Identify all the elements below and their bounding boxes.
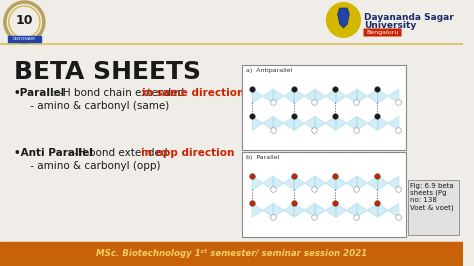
Bar (408, 180, 459, 235)
Text: - amino & carbonyl (opp): - amino & carbonyl (opp) (14, 161, 160, 171)
Bar (0, 242, 463, 266)
Text: - amino & carbonyl (same): - amino & carbonyl (same) (14, 101, 169, 111)
Text: a)  Antiparallel: a) Antiparallel (246, 68, 292, 73)
Text: : -H bond chain extended: : -H bond chain extended (49, 88, 187, 98)
Text: University: University (364, 21, 416, 30)
Text: in same direction: in same direction (143, 88, 245, 98)
Text: in opp direction: in opp direction (140, 148, 234, 158)
Text: •Anti Parallel: •Anti Parallel (14, 148, 92, 158)
FancyBboxPatch shape (364, 28, 401, 36)
Text: Bengaluru: Bengaluru (366, 30, 399, 35)
Bar (242, 65, 406, 150)
Bar (242, 152, 406, 237)
Text: BETA SHEETS: BETA SHEETS (14, 60, 201, 84)
Text: Fig: 6.9 beta
sheets (Pg
no: 138
Voet & voet): Fig: 6.9 beta sheets (Pg no: 138 Voet & … (410, 183, 454, 211)
Circle shape (326, 2, 361, 38)
Text: MSc. Biotechnology 1ˢᵗ semester/ seminar session 2021: MSc. Biotechnology 1ˢᵗ semester/ seminar… (96, 250, 367, 259)
Text: Dayananda Sagar: Dayananda Sagar (364, 13, 454, 22)
Text: •Parallel: •Parallel (14, 88, 65, 98)
Text: CENTENARY: CENTENARY (13, 37, 36, 41)
Text: : -H bond extended: : -H bond extended (64, 148, 171, 158)
Polygon shape (337, 8, 349, 28)
Bar (8, 36, 41, 42)
Text: 10: 10 (16, 14, 33, 27)
Text: b)  Parallel: b) Parallel (246, 155, 279, 160)
